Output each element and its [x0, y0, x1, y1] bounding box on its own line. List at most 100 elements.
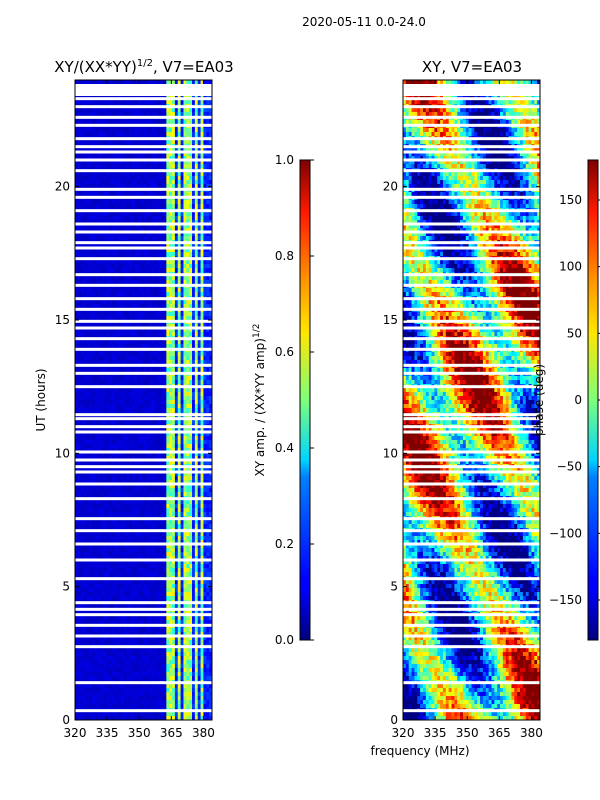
heatmap-cell — [209, 120, 212, 125]
heatmap-cell — [114, 244, 119, 249]
heatmap-cell — [209, 248, 212, 253]
heatmap-cell — [163, 80, 167, 85]
heatmap-cell — [186, 472, 190, 477]
heatmap-cell — [114, 212, 119, 217]
heatmap-cell — [123, 164, 127, 169]
heatmap-cell — [94, 160, 99, 165]
heatmap-cell — [154, 128, 159, 133]
heatmap-cell — [194, 484, 199, 489]
amplitude-panel-title: XY/(XX*YY)1/2, V7=EA03 — [54, 58, 233, 76]
heatmap-cell — [106, 172, 110, 177]
heatmap-cell — [174, 332, 179, 337]
heatmap-cell — [194, 392, 199, 397]
heatmap-cell — [129, 332, 133, 337]
heatmap-cell — [126, 280, 130, 285]
heatmap-cell — [206, 152, 210, 157]
heatmap-cell — [206, 468, 210, 473]
heatmap-cell — [86, 420, 90, 425]
heatmap-cell — [106, 236, 110, 241]
heatmap-cell — [209, 160, 212, 165]
heatmap-cell — [137, 440, 142, 445]
heatmap-cell — [189, 480, 193, 485]
heatmap-cell — [206, 328, 210, 333]
heatmap-cell — [137, 172, 142, 177]
heatmap-cell — [129, 368, 133, 373]
heatmap-cell — [106, 276, 110, 281]
heatmap-cell — [154, 352, 159, 357]
heatmap-cell — [129, 100, 133, 105]
heatmap-cell — [134, 332, 139, 337]
heatmap-cell — [83, 200, 87, 205]
heatmap-cell — [75, 456, 79, 461]
heatmap-cell — [114, 324, 119, 329]
heatmap-cell — [174, 448, 179, 453]
heatmap-cell — [166, 180, 170, 185]
heatmap-cell — [154, 244, 159, 249]
heatmap-cell — [163, 200, 167, 205]
heatmap-cell — [117, 264, 122, 269]
heatmap-cell — [143, 332, 147, 337]
heatmap-cell — [192, 356, 196, 361]
heatmap-cell — [180, 468, 184, 473]
heatmap-cell — [200, 468, 204, 473]
heatmap-cell — [75, 148, 79, 153]
heatmap-cell — [132, 312, 136, 317]
heatmap-cell — [129, 388, 133, 393]
heatmap-cell — [174, 260, 179, 265]
heatmap-cell — [103, 148, 107, 153]
heatmap-cell — [123, 436, 127, 441]
heatmap-cell — [140, 408, 144, 413]
heatmap-cell — [103, 436, 107, 441]
heatmap-cell — [157, 376, 162, 381]
heatmap-cell — [180, 368, 184, 373]
heatmap-cell — [120, 484, 124, 489]
heatmap-cell — [163, 260, 167, 265]
heatmap-cell — [149, 332, 153, 337]
heatmap-cell — [75, 460, 79, 465]
heatmap-cell — [109, 180, 113, 185]
heatmap-cell — [209, 264, 212, 269]
heatmap-cell — [117, 316, 122, 321]
heatmap-cell — [89, 420, 93, 425]
heatmap-cell — [183, 452, 187, 457]
heatmap-cell — [154, 328, 159, 333]
heatmap-cell — [192, 432, 196, 437]
heatmap-cell — [114, 400, 119, 405]
heatmap-cell — [186, 408, 190, 413]
heatmap-cell — [129, 244, 133, 249]
heatmap-cell — [109, 408, 113, 413]
amplitude-panel: XY/(XX*YY)1/2, V7=EA03 320 335 350 365 380 0… — [34, 58, 234, 740]
heatmap-cell — [174, 244, 179, 249]
heatmap-cell — [126, 192, 130, 197]
heatmap-cell — [177, 380, 181, 385]
heatmap-cell — [77, 432, 82, 437]
heatmap-cell — [86, 360, 90, 365]
heatmap-cell — [174, 468, 179, 473]
heatmap-cell — [129, 268, 133, 273]
heatmap-cell — [177, 152, 181, 157]
heatmap-cell — [94, 456, 99, 461]
heatmap-cell — [103, 292, 107, 297]
heatmap-cell — [172, 440, 176, 445]
heatmap-cell — [120, 328, 124, 333]
heatmap-cell — [129, 312, 133, 317]
heatmap-cell — [189, 260, 193, 265]
heatmap-cell — [126, 120, 130, 125]
heatmap-cell — [134, 268, 139, 273]
heatmap-cell — [109, 312, 113, 317]
heatmap-cell — [103, 184, 107, 189]
heatmap-cell — [172, 148, 176, 153]
heatmap-cell — [189, 244, 193, 249]
heatmap-cell — [154, 324, 159, 329]
heatmap-cell — [152, 260, 156, 265]
heatmap-cell — [180, 312, 184, 317]
heatmap-cell — [194, 264, 199, 269]
heatmap-cell — [180, 148, 184, 153]
heatmap-cell — [134, 264, 139, 269]
heatmap-cell — [123, 264, 127, 269]
heatmap-cell — [77, 172, 82, 177]
heatmap-cell — [97, 352, 102, 357]
heatmap-cell — [92, 360, 96, 365]
heatmap-cell — [154, 484, 159, 489]
heatmap-cell — [194, 276, 199, 281]
